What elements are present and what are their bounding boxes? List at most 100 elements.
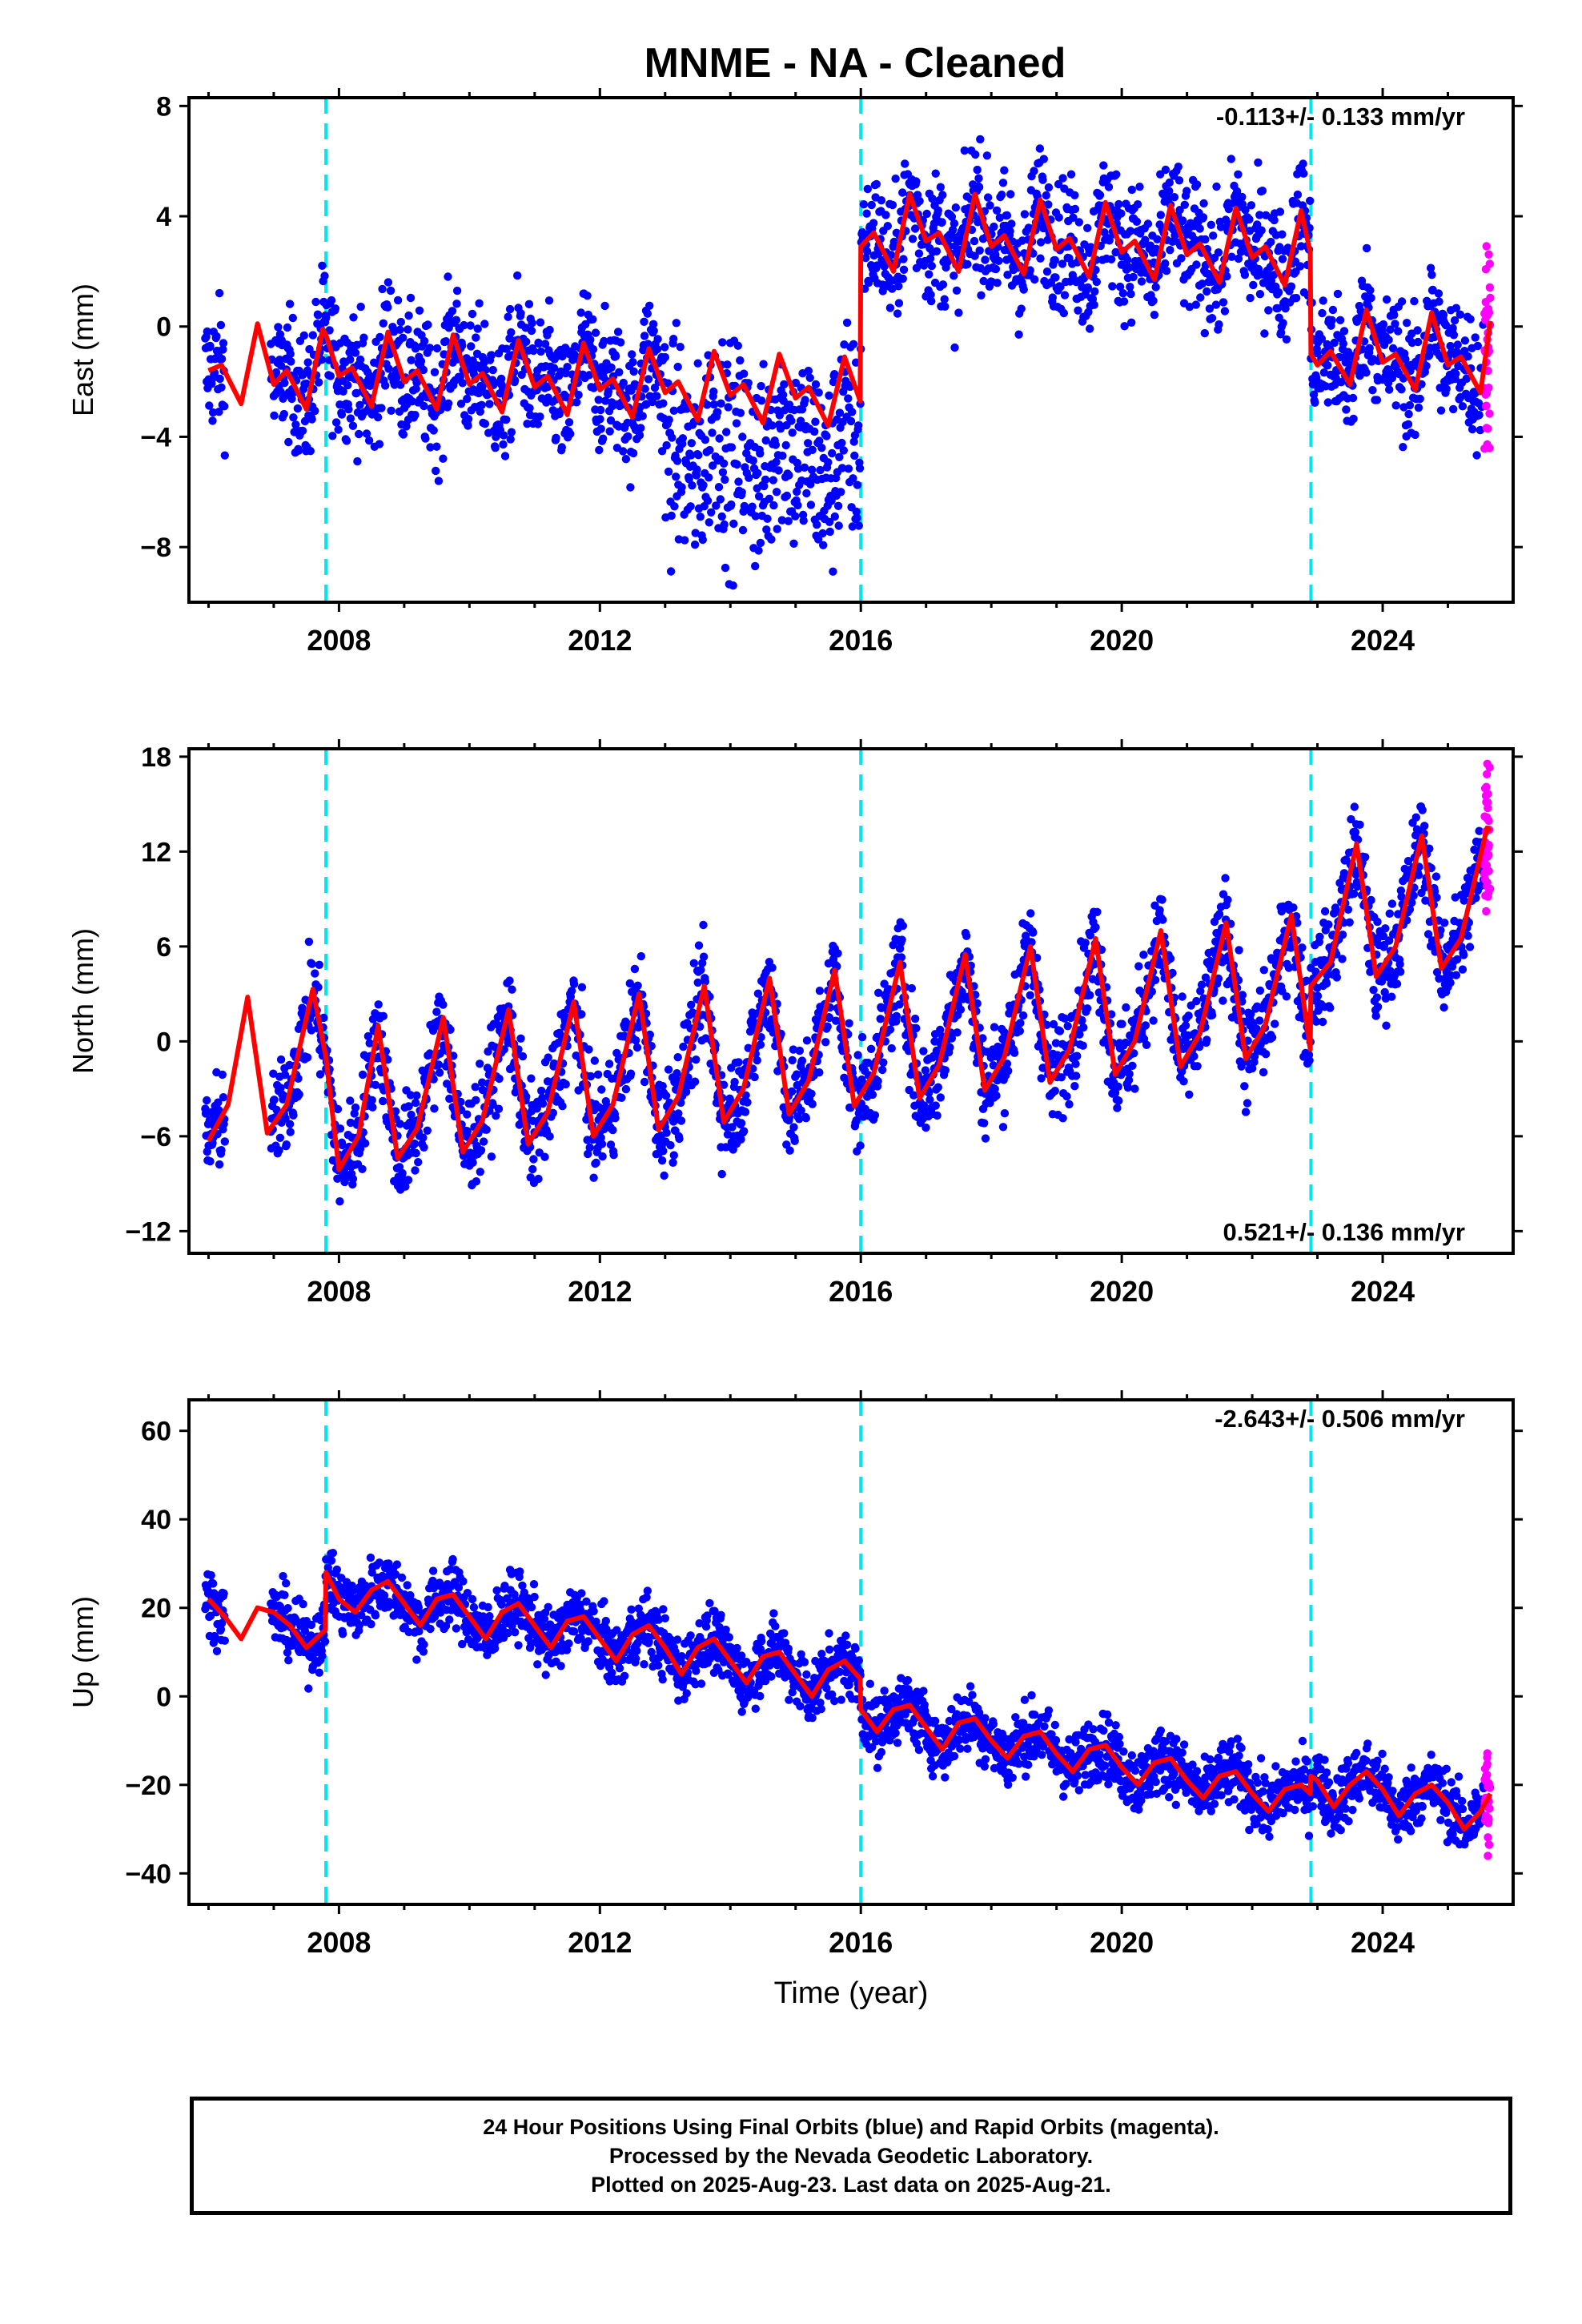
final-orbit-point [1302,976,1311,985]
final-orbit-point [1441,321,1451,330]
final-orbit-point [473,324,482,333]
final-orbit-point [800,463,809,472]
final-orbit-point [1227,155,1236,163]
x-tick-label: 2012 [568,624,632,657]
final-orbit-point [941,302,950,311]
final-orbit-point [1026,991,1034,1000]
final-orbit-point [1139,951,1148,959]
final-orbit-point [728,1123,737,1132]
final-orbit-point [536,412,544,421]
final-orbit-point [507,328,516,337]
final-orbit-point [1063,1022,1072,1031]
final-orbit-point [1178,992,1186,1001]
final-orbit-point [599,434,608,443]
final-orbit-point [600,301,609,311]
final-orbit-point [756,1040,765,1049]
final-orbit-point [660,1171,669,1180]
final-orbit-point [870,1111,880,1120]
final-orbit-point [502,344,511,353]
rapid-orbit-point [1485,409,1494,418]
final-orbit-point [1247,1063,1257,1073]
final-orbit-point [1123,1083,1133,1092]
final-orbit-point [1071,1072,1081,1080]
final-orbit-point [368,1103,377,1112]
final-orbit-point [633,981,642,991]
final-orbit-point [1220,307,1230,316]
final-orbit-point [544,296,554,305]
final-orbit-point [1392,979,1402,988]
final-orbit-point [529,346,538,356]
final-orbit-point [304,937,314,947]
final-orbit-point [691,529,700,537]
final-orbit-point [801,396,809,404]
final-orbit-point [864,1059,873,1068]
final-orbit-point [375,440,384,448]
final-orbit-point [672,319,681,328]
final-orbit-point [973,165,982,175]
final-orbit-point [344,405,353,414]
final-orbit-point [921,1123,930,1132]
final-orbit-point [1149,1016,1158,1025]
final-orbit-point [1333,289,1343,299]
final-orbit-point [781,440,790,450]
final-orbit-point [1070,204,1080,214]
final-orbit-point [1081,939,1090,947]
final-orbit-point [720,520,729,529]
final-orbit-point [538,1099,548,1108]
final-orbit-point [1466,315,1475,324]
final-orbit-point [339,387,347,396]
final-orbit-point [1016,1019,1025,1027]
final-orbit-point [1166,954,1175,963]
final-orbit-point [1121,1038,1130,1047]
final-orbit-point [636,424,645,432]
final-orbit-point [760,481,769,491]
final-orbit-point [1219,996,1227,1005]
final-orbit-point [673,362,682,372]
final-orbit-point [1449,404,1458,414]
final-orbit-point [925,270,934,279]
final-orbit-point [1326,1003,1335,1012]
final-orbit-point [983,193,993,202]
final-orbit-point [734,1058,743,1067]
final-orbit-point [1078,1015,1086,1025]
final-orbit-point [853,513,861,522]
final-orbit-point [1128,1061,1137,1071]
final-orbit-point [492,1112,500,1120]
final-orbit-point [569,979,579,989]
final-orbit-point [1356,307,1365,316]
final-orbit-point [425,344,435,352]
rapid-orbit-point [1480,309,1489,318]
final-orbit-point [1111,247,1120,257]
final-orbit-point [468,309,477,319]
final-orbit-point [645,1030,654,1039]
final-orbit-point [1271,1019,1279,1028]
final-orbit-point [1249,280,1258,290]
final-orbit-point [1198,279,1207,288]
final-orbit-point [494,1104,504,1113]
final-orbit-point [522,337,531,346]
final-orbit-point [1278,255,1287,263]
final-orbit-point [1196,987,1205,995]
final-orbit-point [669,406,678,415]
final-orbit-point [558,1102,567,1111]
final-orbit-point [1122,1003,1130,1012]
final-orbit-point [741,1091,750,1100]
final-orbit-point [1037,1074,1046,1083]
final-orbit-point [1471,333,1480,342]
final-orbit-point [830,512,840,521]
final-orbit-point [528,1164,537,1174]
final-orbit-point [780,380,789,389]
final-orbit-point [821,1038,830,1047]
final-orbit-point [279,409,288,419]
final-orbit-point [759,360,768,368]
final-orbit-point [1269,271,1279,279]
final-orbit-point [1386,325,1395,334]
final-orbit-point [1192,996,1201,1006]
final-orbit-point [203,1096,211,1105]
final-orbit-point [606,416,616,425]
final-orbit-point [611,1114,620,1123]
final-orbit-point [733,460,741,469]
final-orbit-point [407,356,416,364]
final-orbit-point [1289,903,1298,912]
final-orbit-point [615,368,624,376]
